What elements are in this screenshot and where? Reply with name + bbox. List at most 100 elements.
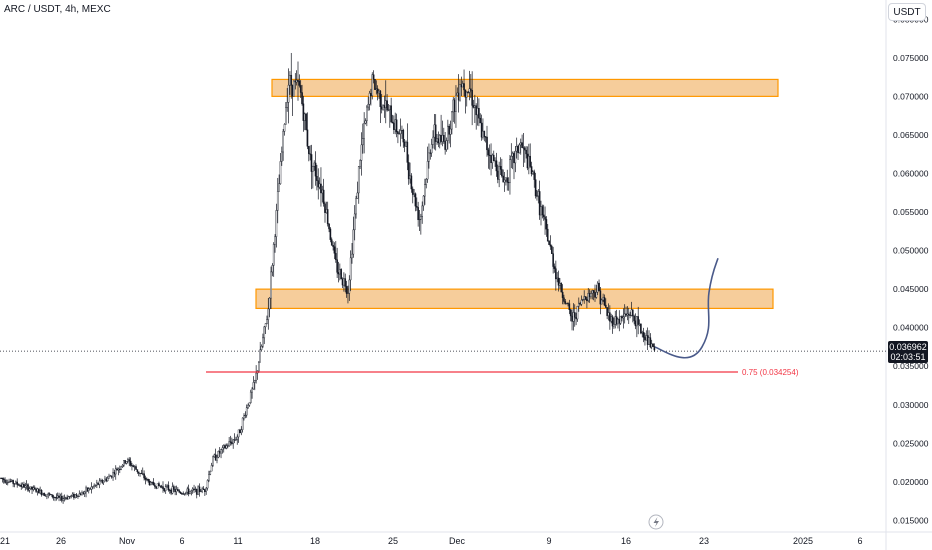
candle [605,298,607,308]
candle [447,119,449,150]
candle [430,138,433,157]
resistance-zone[interactable] [271,78,779,97]
candle [83,490,86,497]
x-tick-label: 25 [388,536,398,546]
candle [440,114,442,145]
candle [6,479,9,486]
candle [127,457,129,464]
candle [641,330,644,338]
candle [15,480,17,485]
candle [421,201,424,224]
candle [325,201,328,214]
candle [518,142,521,154]
candle [297,61,299,101]
x-tick-label: 26 [56,536,66,546]
candle [214,448,217,461]
candle [494,157,496,167]
candle [8,478,10,483]
candle [555,260,557,291]
candle [225,443,228,450]
candle [305,112,307,131]
candle [546,223,549,242]
candle [317,168,320,200]
candle [209,470,212,476]
candle [286,88,289,112]
candle [148,478,151,486]
candle [194,486,197,493]
candle [449,120,452,148]
candle [302,95,305,132]
candle [178,489,181,493]
candle [220,449,222,459]
candle [560,282,563,293]
candle [233,433,236,444]
candle [534,172,537,199]
candle [405,140,407,147]
candle [91,486,94,490]
candle [336,247,338,278]
candle [271,263,274,277]
candle [13,483,16,488]
candle [160,484,163,489]
candle [505,177,507,186]
candle [54,496,56,502]
candle [414,192,417,212]
y-tick-label: 0.050000 [893,246,929,256]
time-axis[interactable]: 21 26 Nov 6 11 18 25 Dec 9 16 23 2025 6 [0,536,863,546]
lightning-icon[interactable] [648,514,664,530]
projection-curve[interactable] [654,258,719,359]
candle [580,295,583,307]
candle [360,132,363,176]
candle [406,123,409,171]
candle [478,98,480,127]
candle [236,434,239,445]
candle [515,137,518,159]
candle [544,206,546,235]
candle [344,273,347,293]
candle [329,227,332,243]
candle [475,103,478,130]
candle [417,201,419,227]
candle [79,492,82,496]
candle [0,477,2,480]
candle [330,237,333,246]
candle [470,74,472,99]
candle [409,162,411,184]
x-tick-label: Nov [119,536,136,546]
candle [276,177,279,224]
candle [135,464,137,470]
candle [290,52,293,99]
x-tick-label: 9 [546,536,551,546]
candle [416,197,418,211]
candle [272,242,275,277]
candle [299,80,302,99]
candle [322,178,325,207]
candle [356,181,359,199]
candle [141,467,144,476]
candle [185,491,187,496]
candle [156,483,159,489]
candle [642,327,645,343]
candle [183,493,186,496]
currency-button[interactable]: USDT [888,3,926,21]
y-tick-label: 0.030000 [893,400,929,410]
candle [368,90,371,111]
candles-layer [0,52,656,504]
candle [25,480,28,490]
candle [309,145,311,161]
candle [128,457,131,467]
candle [383,95,386,118]
candle [255,365,257,384]
support-zone[interactable] [255,288,774,310]
price-axis[interactable]: 0.0800000.0750000.0700000.0650000.060000… [893,14,929,525]
candle [239,428,241,434]
candle [464,89,467,114]
candle [109,474,112,477]
candle [52,494,55,501]
candle [39,486,41,494]
candle [131,462,133,471]
candle [448,123,451,144]
candle [374,79,376,90]
candle [486,125,488,157]
